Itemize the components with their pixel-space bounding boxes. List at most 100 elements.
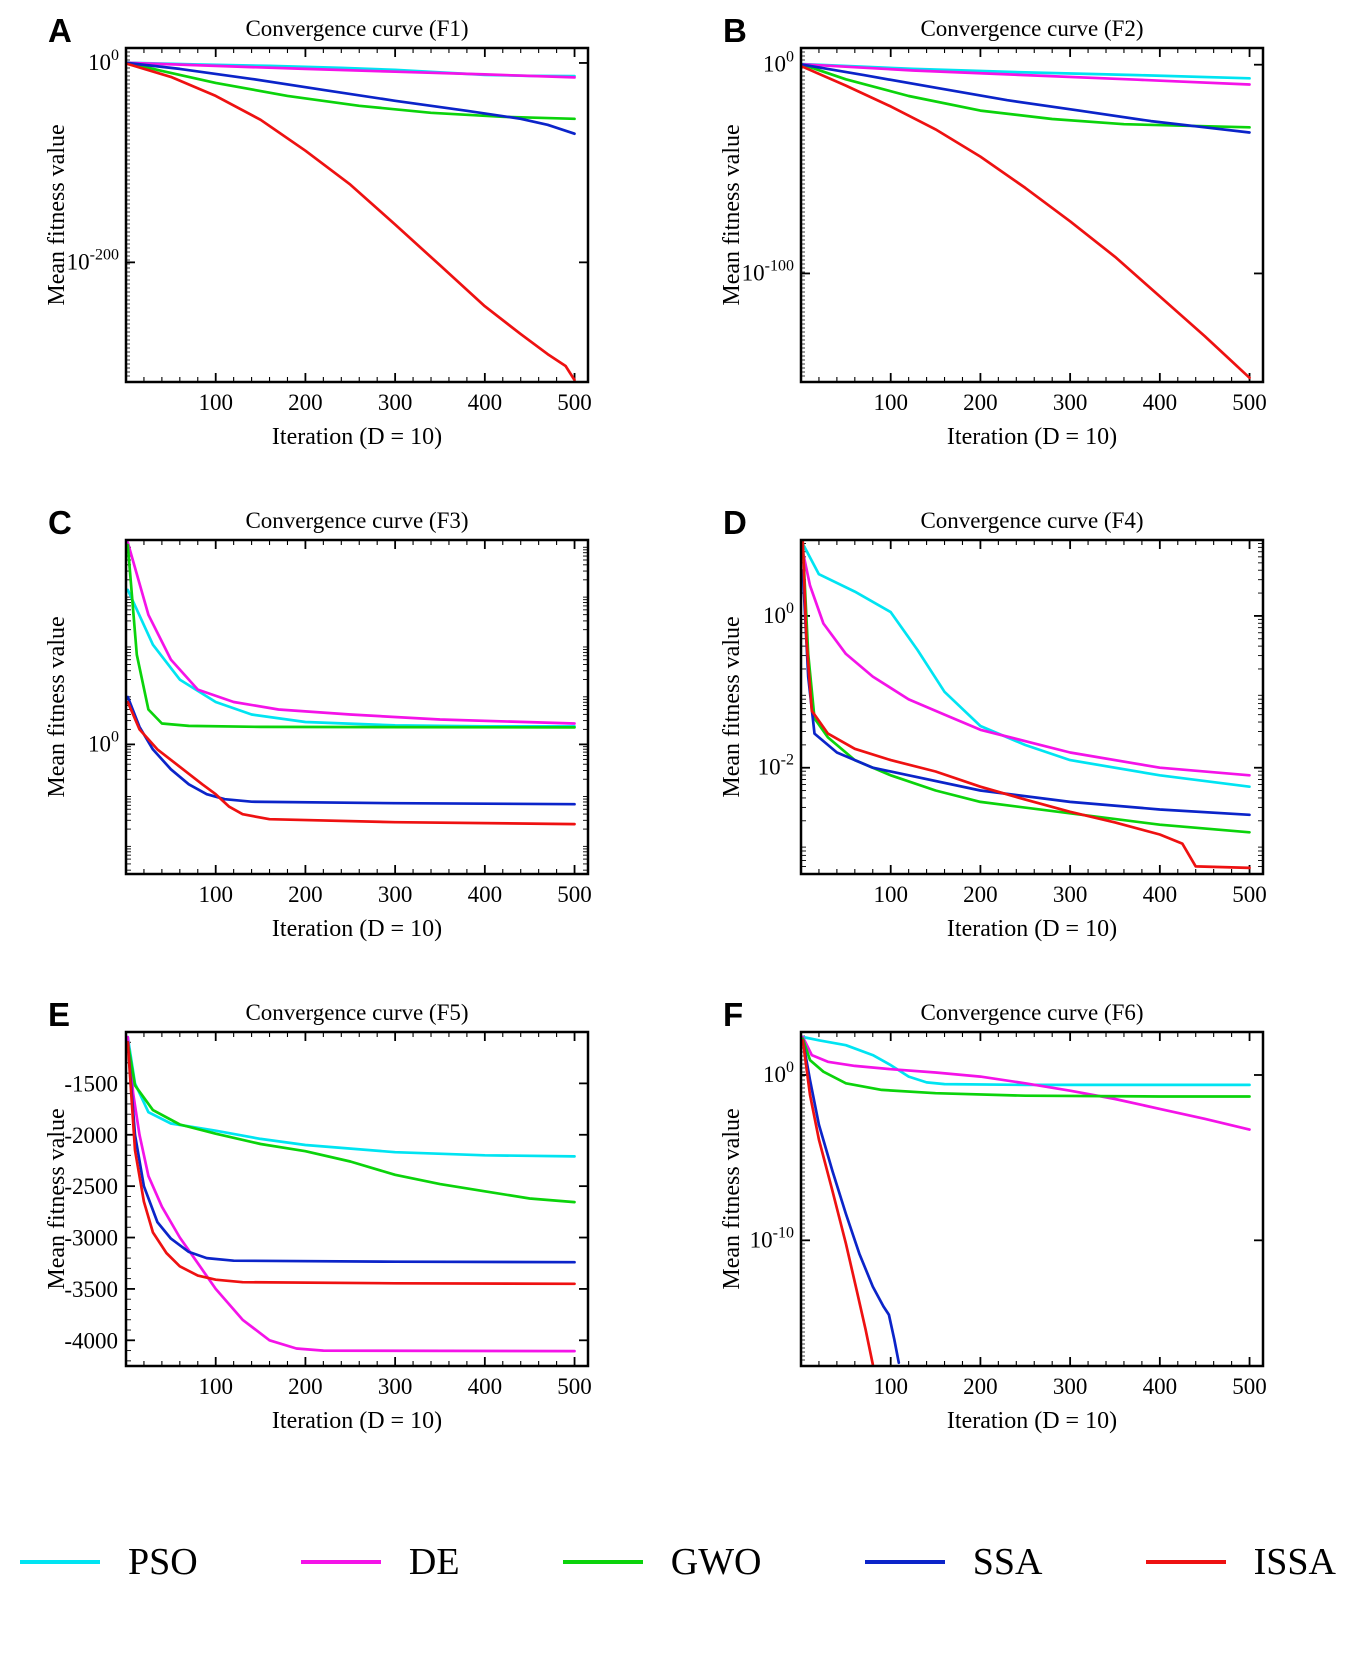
- y-tick-label: -3000: [64, 1226, 118, 1251]
- x-tick-label: 300: [1052, 882, 1087, 907]
- x-tick-label: 500: [557, 1374, 592, 1399]
- x-tick-label: 400: [1142, 1374, 1177, 1399]
- y-tick-label: 100: [763, 600, 794, 628]
- x-tick-label: 200: [963, 1374, 998, 1399]
- series-line-issa: [800, 540, 1251, 870]
- plot-frame: [799, 46, 1264, 384]
- legend-line-swatch: [20, 1560, 100, 1564]
- x-tick-label: 100: [198, 882, 233, 907]
- legend-label: GWO: [670, 1541, 762, 1583]
- panel-f6: F Convergence curve (F6) Mean fitness valu…: [675, 990, 1350, 1482]
- panel-f2: B Convergence curve (F2) Mean fitness valu…: [675, 6, 1350, 498]
- series-line-issa: [800, 65, 1251, 380]
- panel-letter: E: [48, 996, 70, 1033]
- series-line-pso: [125, 1035, 576, 1158]
- x-tick-label: 100: [873, 390, 908, 415]
- plot-frame: [799, 1030, 1264, 1368]
- panel-letter: A: [48, 12, 72, 49]
- legend-item-pso: PSO: [20, 1540, 198, 1584]
- chart-f1: A Convergence curve (F1) Mean fitness valu…: [44, 12, 592, 450]
- x-tick-label: 400: [467, 1374, 502, 1399]
- x-axis-label: Iteration (D = 10): [271, 1408, 441, 1434]
- y-axis-label: Mean fitness value: [44, 124, 70, 305]
- chart-title: Convergence curve (F2): [920, 16, 1143, 41]
- legend: PSO DE GWO SSA ISSA: [20, 1540, 1336, 1584]
- x-tick-label: 100: [873, 1374, 908, 1399]
- x-tick-label: 300: [377, 390, 412, 415]
- plot-frame: [799, 538, 1264, 876]
- x-tick-label: 500: [1232, 1374, 1267, 1399]
- y-axis-label: Mean fitness value: [44, 616, 70, 797]
- y-tick-label: 100: [88, 728, 119, 756]
- y-tick-label: 10-200: [66, 246, 118, 274]
- y-tick-label: 100: [763, 1059, 794, 1087]
- chart-f3: C Convergence curve (F3) Mean fitness valu…: [44, 504, 592, 942]
- y-tick-label: -1500: [64, 1071, 118, 1096]
- series-line-ssa: [125, 695, 576, 806]
- y-tick-label: -2000: [64, 1123, 118, 1148]
- chart-title: Convergence curve (F3): [245, 508, 468, 533]
- chart-title: Convergence curve (F4): [920, 508, 1143, 533]
- y-axis-label: Mean fitness value: [719, 1108, 745, 1289]
- x-tick-label: 400: [467, 390, 502, 415]
- series-line-pso: [125, 588, 576, 728]
- chart-f5: E Convergence curve (F5) Mean fitness valu…: [44, 996, 592, 1434]
- x-tick-label: 200: [288, 882, 323, 907]
- panel-f1: A Convergence curve (F1) Mean fitness valu…: [0, 6, 675, 498]
- x-tick-label: 500: [1232, 882, 1267, 907]
- x-tick-label: 200: [288, 1374, 323, 1399]
- x-tick-label: 500: [557, 882, 592, 907]
- series-line-pso: [800, 1035, 1251, 1087]
- series-line-ssa: [800, 1038, 900, 1365]
- series-line-gwo: [125, 1040, 576, 1204]
- x-tick-label: 300: [1052, 390, 1087, 415]
- series-line-gwo: [800, 63, 1251, 129]
- legend-line-swatch: [300, 1560, 381, 1564]
- y-tick-label: 100: [88, 47, 119, 75]
- series-line-de: [800, 550, 1251, 777]
- chart-title: Convergence curve (F6): [920, 1000, 1143, 1025]
- x-tick-label: 200: [963, 882, 998, 907]
- y-tick-label: 100: [763, 49, 794, 77]
- legend-item-issa: ISSA: [1145, 1540, 1336, 1584]
- series-line-de: [800, 1035, 1251, 1131]
- x-tick-label: 500: [1232, 390, 1267, 415]
- chart-f6: F Convergence curve (F6) Mean fitness valu…: [719, 996, 1267, 1434]
- panel-f5: E Convergence curve (F5) Mean fitness valu…: [0, 990, 675, 1482]
- y-axis-label: Mean fitness value: [719, 616, 745, 797]
- panel-letter: B: [723, 12, 747, 49]
- series-line-gwo: [800, 1037, 1251, 1098]
- y-tick-label: 10-100: [741, 257, 793, 285]
- x-tick-label: 100: [198, 390, 233, 415]
- series-line-issa: [125, 62, 576, 382]
- legend-item-de: DE: [300, 1540, 460, 1584]
- panel-letter: C: [48, 504, 72, 541]
- series-line-ssa: [125, 1040, 576, 1264]
- series-line-issa: [125, 1040, 576, 1286]
- x-tick-label: 100: [873, 882, 908, 907]
- series-line-de: [800, 62, 1251, 86]
- x-axis-label: Iteration (D = 10): [946, 916, 1116, 942]
- series-line-ssa: [800, 63, 1251, 134]
- chart-title: Convergence curve (F1): [245, 16, 468, 41]
- y-tick-label: 10-2: [757, 752, 793, 780]
- x-tick-label: 400: [1142, 882, 1177, 907]
- x-tick-label: 300: [377, 882, 412, 907]
- x-tick-label: 300: [377, 1374, 412, 1399]
- legend-label: ISSA: [1253, 1541, 1336, 1583]
- y-axis-label: Mean fitness value: [44, 1108, 70, 1289]
- panel-letter: F: [723, 996, 743, 1033]
- chart-title: Convergence curve (F5): [245, 1000, 468, 1025]
- series-line-de: [125, 541, 576, 725]
- legend-line-swatch: [1145, 1560, 1226, 1564]
- y-tick-label: -3500: [64, 1277, 118, 1302]
- series-line-gwo: [800, 542, 1251, 834]
- series-line-de: [125, 1035, 576, 1353]
- x-axis-label: Iteration (D = 10): [946, 1408, 1116, 1434]
- x-tick-label: 400: [467, 882, 502, 907]
- series-line-gwo: [125, 543, 576, 729]
- series-line-issa: [125, 700, 576, 826]
- chart-f4: D Convergence curve (F4) Mean fitness valu…: [719, 504, 1267, 942]
- x-axis-label: Iteration (D = 10): [271, 916, 441, 942]
- x-tick-label: 500: [557, 390, 592, 415]
